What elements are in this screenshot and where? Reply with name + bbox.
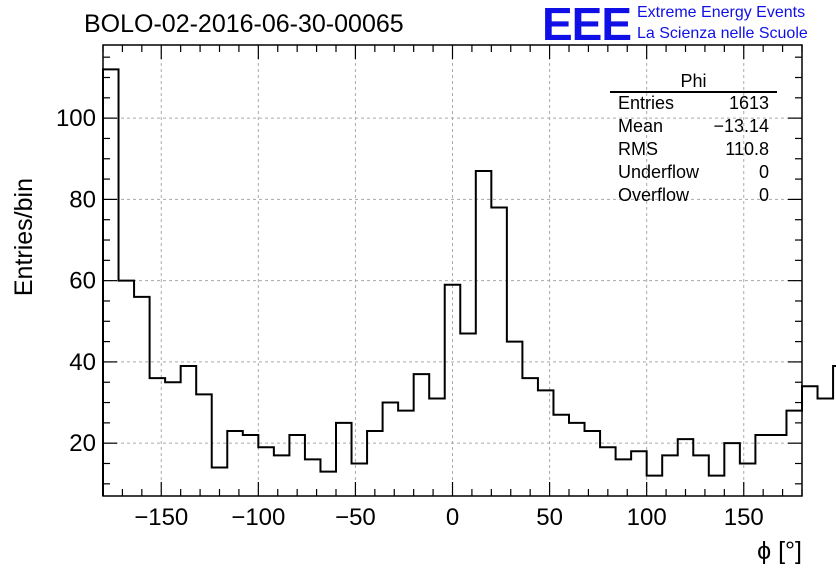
y-tick-label: 40: [69, 349, 96, 376]
x-tick-label: −50: [335, 504, 376, 531]
x-tick-label: 100: [627, 504, 667, 531]
stats-key: Underflow: [618, 162, 700, 182]
stats-divider: [610, 91, 777, 93]
stats-value: 110.8: [725, 139, 769, 159]
stats-value: −13.14: [713, 116, 769, 136]
y-tick-label: 80: [69, 186, 96, 213]
y-tick-labels: 20 40 60 80 100: [56, 105, 96, 457]
axis-ticks: [102, 45, 803, 496]
stats-value: 0: [758, 185, 769, 205]
x-axis-label: ϕ [°]: [757, 537, 802, 565]
stats-row-mean: Mean −13.14: [618, 116, 769, 138]
x-tick-label: 50: [536, 504, 563, 531]
eee-logo: EEE: [542, 0, 632, 50]
stats-value: 0: [758, 162, 769, 182]
x-tick-label: 0: [446, 504, 459, 531]
x-tick-label: −150: [134, 504, 188, 531]
y-tick-label: 100: [56, 105, 96, 132]
stats-key: Mean: [618, 116, 664, 136]
histogram-series: [102, 68, 836, 496]
stats-row-entries: Entries 1613: [618, 93, 769, 115]
stats-row-underflow: Underflow 0: [618, 162, 769, 184]
logo-subtitle-line1: Extreme Energy Events: [637, 4, 806, 21]
stats-value: 1613: [728, 93, 769, 113]
x-tick-labels: −150 −100 −50 0 50 100 150: [134, 504, 764, 531]
grid-lines: [103, 45, 802, 496]
stats-row-rms: RMS 110.8: [618, 139, 769, 161]
logo-subtitle-line2: La Scienza nelle Scuole: [637, 25, 808, 42]
stats-key: Overflow: [618, 185, 690, 205]
y-tick-label: 60: [69, 268, 96, 295]
stats-title: Phi: [680, 71, 707, 91]
run-title: BOLO-02-2016-06-30-00065: [84, 10, 404, 38]
y-axis-label: Entries/bin: [10, 178, 38, 296]
stats-key: Entries: [618, 93, 675, 113]
x-tick-label: 150: [724, 504, 764, 531]
x-tick-label: −100: [231, 504, 285, 531]
y-tick-label: 20: [69, 430, 96, 457]
stats-key: RMS: [618, 139, 658, 159]
stats-row-overflow: Overflow 0: [618, 185, 769, 207]
